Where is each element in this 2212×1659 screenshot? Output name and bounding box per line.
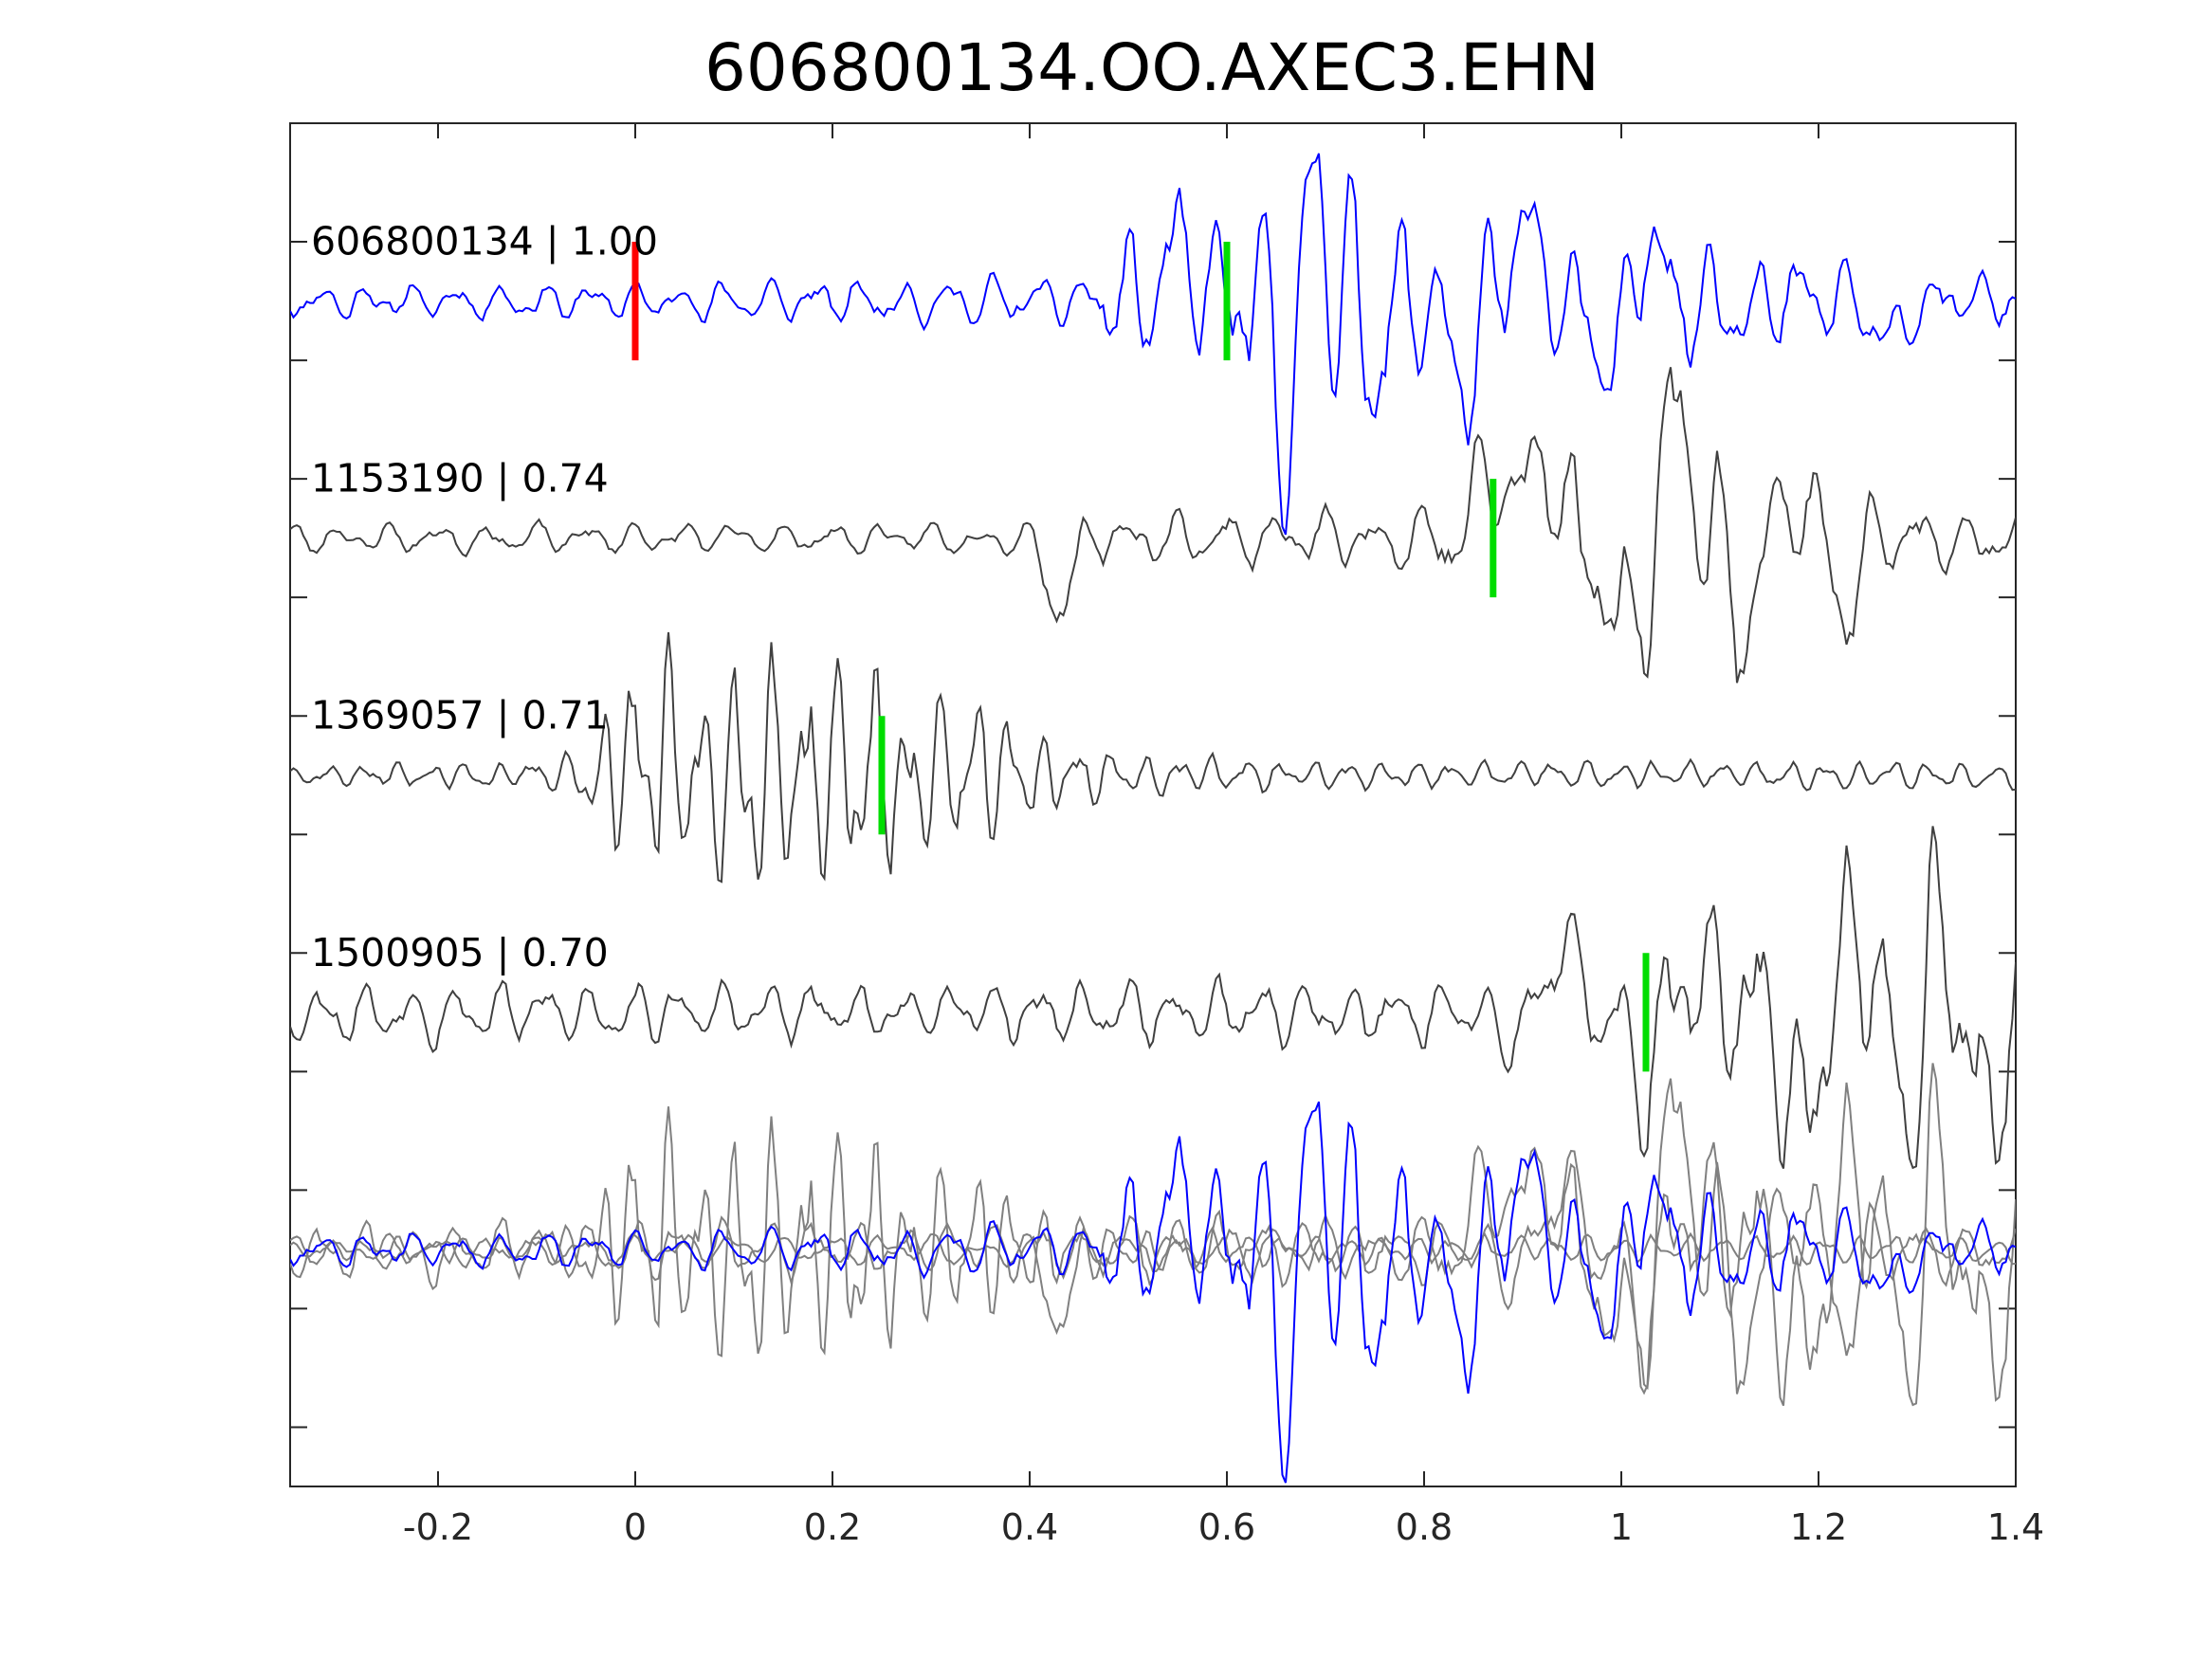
x-tick-label: 0.8 (1396, 1506, 1453, 1548)
stack-trace-606800134 (290, 1101, 2016, 1484)
x-tick-label: -0.2 (403, 1506, 473, 1548)
trace-1153190 (290, 367, 2016, 684)
chart-title: 606800134.OO.AXEC3.EHN (704, 30, 1600, 106)
x-tick-label: 1 (1610, 1506, 1633, 1548)
trace-606800134 (290, 153, 2016, 536)
trace-label-1369057: 1369057 | 0.71 (311, 693, 609, 738)
plot-area: -0.2 0 0.2 0.4 0.6 0.8 1 1.2 1.4 606800134 | 1.00… (289, 122, 2044, 1548)
axes-frame (289, 122, 2017, 1487)
stack-trace-1369057 (290, 1106, 2016, 1358)
x-tick-label: 0.4 (1001, 1506, 1058, 1548)
trace-label-606800134: 606800134 | 1.00 (311, 219, 658, 264)
trace-label-1153190: 1153190 | 0.74 (311, 456, 609, 501)
x-tick-label: 1.4 (1987, 1506, 2044, 1548)
trace-label-1500905: 1500905 | 0.70 (311, 930, 609, 975)
trace-1369057 (290, 631, 2016, 884)
x-tick-label: 0.2 (804, 1506, 861, 1548)
x-tick-label: 0 (624, 1506, 647, 1548)
trace-1500905 (290, 826, 2016, 1170)
x-tick-label: 1.2 (1790, 1506, 1847, 1548)
x-tick-label: 0.6 (1198, 1506, 1255, 1548)
